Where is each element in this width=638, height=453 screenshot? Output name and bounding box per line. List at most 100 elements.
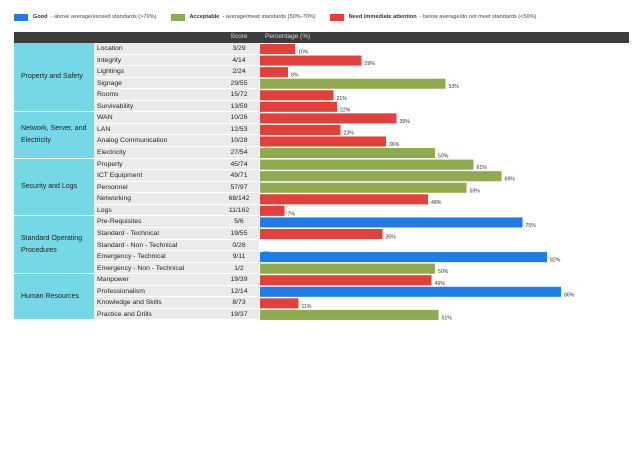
category-label: Personnel: [94, 181, 219, 194]
percentage-bar: [260, 205, 285, 216]
percentage-bar: [260, 44, 295, 55]
percentage-label: 10%: [298, 50, 309, 56]
score-cell: 68/142: [219, 193, 259, 205]
group-label-text: Standard Operating Procedures: [21, 234, 83, 254]
percentage-label: 11%: [302, 304, 312, 310]
percentage-label: 35%: [386, 235, 397, 241]
percentage-bar: [260, 90, 334, 101]
percentage-bar: [260, 171, 502, 182]
percentage-bar: [260, 101, 337, 112]
group-label: Property and Safety: [14, 43, 94, 113]
category-label: Electricity: [94, 147, 219, 159]
percentage-bar: [260, 148, 435, 159]
category-label: Pre-Requisites: [94, 216, 219, 228]
percentage-bar: [260, 182, 467, 193]
score-cell: 10/26: [219, 112, 259, 124]
group-label-text: Property and Safety: [21, 73, 83, 81]
score-cell: 13/59: [219, 100, 259, 113]
legend-swatch-acceptable: [170, 13, 185, 21]
group-label: Security and Logs: [14, 158, 94, 217]
score-cell: 4/14: [219, 54, 259, 67]
category-label: Emergency - Technical: [94, 251, 219, 263]
score-cell: 5/6: [219, 216, 259, 228]
score-cell: 49/71: [219, 170, 259, 182]
percentage-label: 69%: [505, 177, 516, 183]
percentage-bar: [260, 252, 547, 263]
category-label: Practice and Drills: [94, 308, 219, 321]
percentage-bar: [260, 228, 383, 240]
score-cell: 1/2: [219, 262, 259, 275]
percentage-bar: [260, 194, 428, 205]
percentage-label: 22%: [340, 107, 351, 113]
percentage-bar: [260, 136, 386, 147]
percentage-label: 8%: [291, 73, 299, 79]
percentage-label: 39%: [400, 119, 411, 125]
score-cell: 11/162: [219, 204, 259, 217]
percentage-bar: [260, 124, 341, 135]
percentage-bar: [260, 67, 288, 78]
legend-swatch-good: [14, 13, 28, 21]
group-label-text: Security and Logs: [21, 182, 78, 190]
group-label-text: Human Resources: [21, 292, 79, 300]
percentage-label: 61%: [477, 165, 488, 171]
percentage-header: Percentage (%): [259, 32, 629, 43]
category-label: ICT Equipment: [94, 170, 219, 182]
category-label: Signage: [94, 77, 219, 90]
score-cell: 8/73: [219, 297, 259, 309]
percentage-label: 29%: [365, 61, 376, 67]
legend-name-good: Good: [33, 14, 48, 20]
percentage-bar: [260, 55, 362, 66]
percentage-label: 23%: [344, 130, 355, 136]
score-cell: 0/26: [219, 239, 259, 252]
group-label-text: Network, Server, and Electricity: [21, 124, 87, 144]
percentage-label: 59%: [470, 188, 481, 194]
header-category-col: [94, 32, 219, 43]
category-label: Analog Communication: [94, 135, 219, 148]
score-cell: 15/72: [219, 89, 259, 101]
category-label: Rooms: [94, 89, 219, 101]
percentage-bar: [260, 298, 299, 309]
score-cell: 29/55: [219, 77, 259, 90]
score-cell: 12/14: [219, 285, 259, 298]
percentage-label: 7%: [288, 211, 296, 217]
score-cell: 2/24: [219, 66, 259, 78]
percentage-label: 48%: [431, 200, 442, 206]
category-label: Lightings: [94, 66, 219, 78]
percentage-bar: [260, 309, 439, 320]
percentage-bar: [260, 286, 561, 297]
category-label: Manpower: [94, 274, 219, 286]
percentage-label: 49%: [435, 281, 446, 287]
category-label: Standard - Non - Technical: [94, 239, 219, 252]
percentage-bar: [260, 275, 432, 286]
legend-swatch-attention: [329, 13, 344, 21]
category-label: Integrity: [94, 54, 219, 67]
percentage-label: 86%: [564, 292, 575, 298]
category-label: Professionalism: [94, 285, 219, 298]
category-label: LAN: [94, 123, 219, 136]
score-cell: 27/54: [219, 147, 259, 159]
legend-item-acceptable: Acceptable - average/meet standards (50%…: [170, 13, 316, 21]
percentage-bars: 10% 29% 8% 53% 21% 22% 39% 23% 36% 50% 61% 69% 59% 48…: [260, 44, 575, 321]
percentage-bar: [260, 159, 474, 170]
score-cell: 45/74: [219, 158, 259, 171]
category-label: Property: [94, 158, 219, 171]
category-label: Survivability: [94, 100, 219, 113]
category-label: Networking: [94, 193, 219, 205]
category-label: Knowledge and Skills: [94, 297, 219, 309]
group-label: Human Resources: [14, 274, 94, 321]
legend-name-acceptable: Acceptable: [189, 14, 220, 20]
percentage-label: 50%: [438, 154, 449, 160]
category-label: Logs: [94, 204, 219, 217]
score-cell: 19/55: [219, 227, 259, 240]
percentage-bar: [260, 113, 397, 124]
legend-desc-good: - above average/exceed standards (>70%): [50, 14, 157, 20]
percentage-label: 82%: [550, 258, 561, 264]
legend-desc-acceptable: - average/meet standards (50%-70%): [222, 14, 316, 20]
percentage-bar: [260, 78, 446, 89]
legend-item-attention: Need immediate attention - below average…: [329, 13, 537, 21]
score-cell: 10/28: [219, 135, 259, 148]
category-label: Location: [94, 43, 219, 55]
header-group-col: [14, 32, 94, 43]
legend-desc-attention: - below average/do not meet standards (<…: [419, 14, 537, 20]
score-cell: 12/53: [219, 123, 259, 136]
